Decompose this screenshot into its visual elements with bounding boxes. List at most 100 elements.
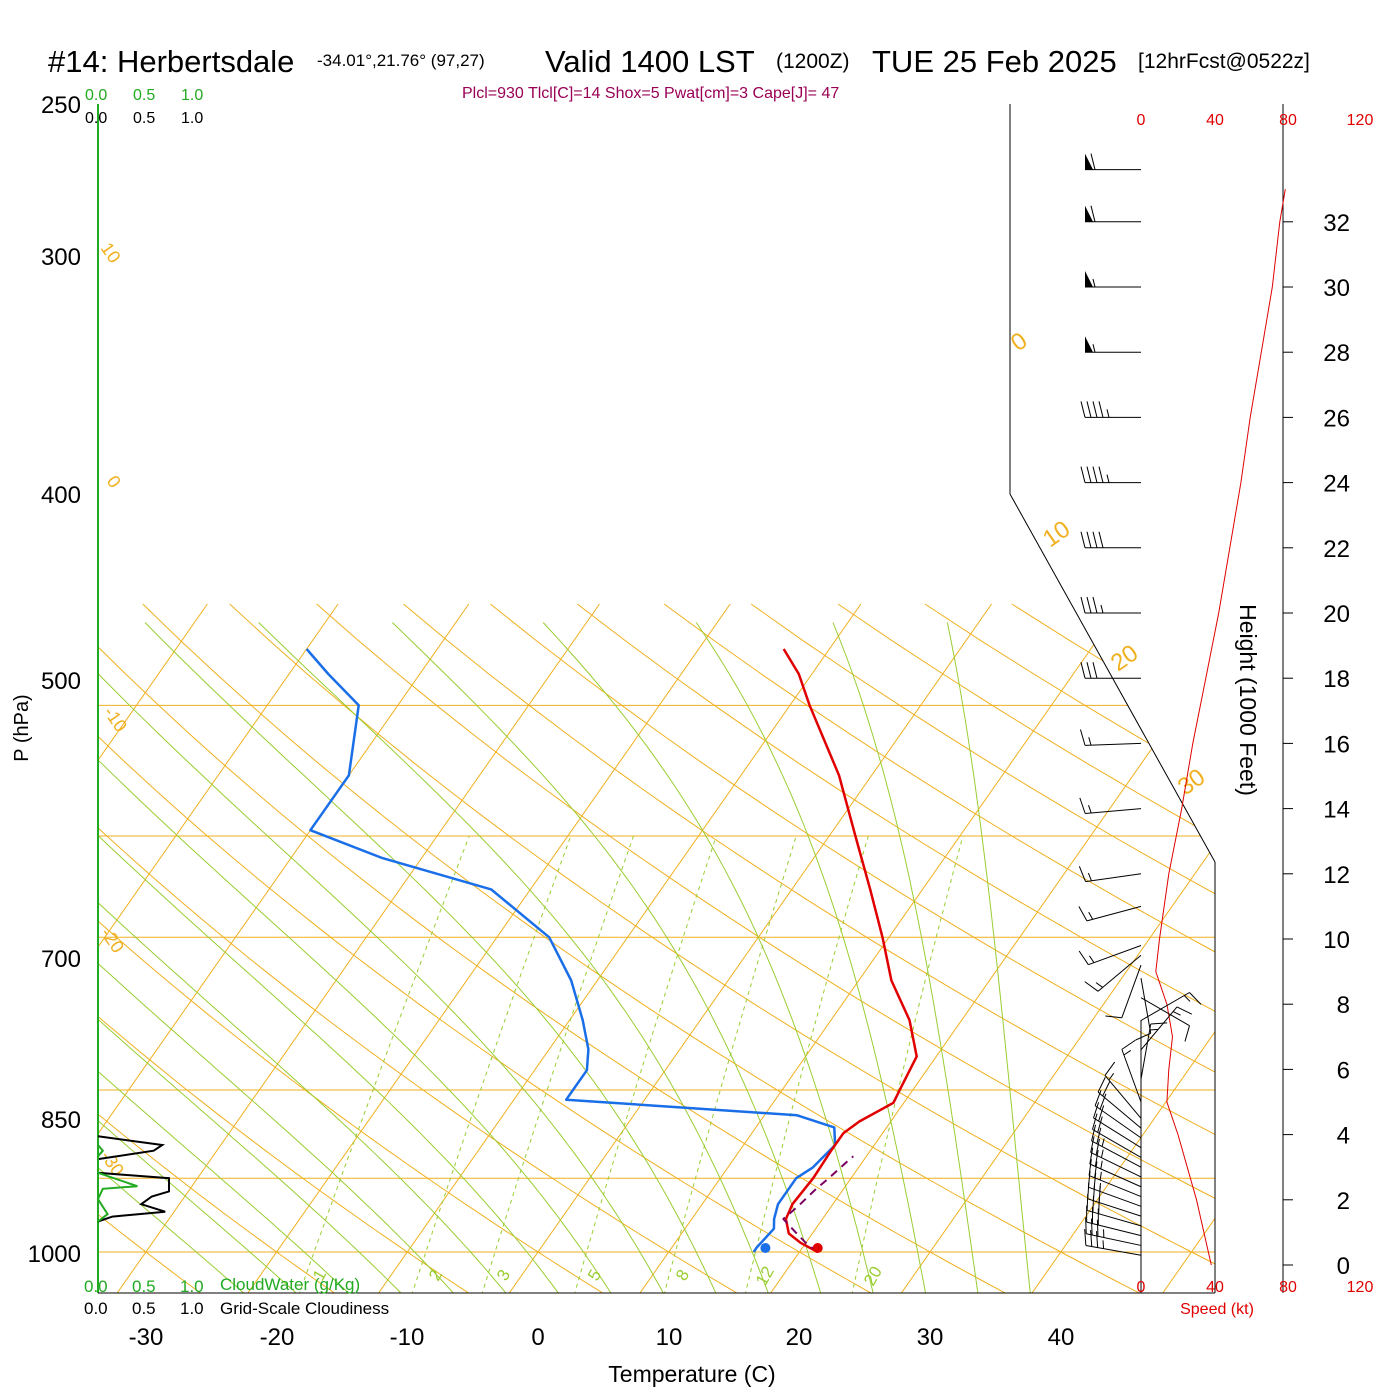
speed-tick: 0 (1137, 112, 1146, 129)
barb-staff (1097, 954, 1142, 992)
speed-tick: 120 (1347, 112, 1374, 129)
height-tick-label: 10 (1323, 927, 1350, 954)
speed-tick: 80 (1279, 1279, 1297, 1296)
station-title: #14: Herbertsdale (48, 44, 294, 79)
wind-barb (1080, 531, 1141, 549)
wind-barb (1121, 1039, 1142, 1103)
wind-barb (1079, 797, 1142, 814)
wind-barb (1093, 1102, 1142, 1149)
barb-staff (1140, 1006, 1178, 1051)
valid-zulu: (1200Z) (776, 50, 850, 73)
barb-half (1092, 344, 1096, 353)
barb-full (1086, 466, 1092, 483)
dry-adiabat (98, 603, 876, 1293)
bottom-green-tick: 0.5 (132, 1277, 156, 1296)
wind-barb (1097, 1077, 1142, 1129)
height-tick-label: 18 (1323, 666, 1350, 693)
mixing-ratio-line (298, 835, 470, 1293)
temperature-tick: 30 (917, 1324, 944, 1351)
station-coords: -34.01°,21.76° (97,27) (317, 51, 485, 70)
pressure-tick: 300 (41, 244, 81, 271)
moist-adiabat (98, 812, 299, 1293)
barb-full (1080, 662, 1086, 679)
wind-barb (1078, 905, 1142, 922)
isotherm-labels: 10 0 -10 -20 -30 0 10 20 30 (97, 239, 1211, 1180)
plot-frame (97, 104, 1284, 1294)
barb-staff (1091, 1140, 1142, 1168)
barb-staff (1140, 992, 1190, 1021)
temperature-tick: -30 (129, 1324, 164, 1351)
isotherm-label: 10 (1038, 515, 1075, 552)
barb-half (1100, 1149, 1104, 1158)
dry-adiabat (663, 603, 1215, 1293)
barb-full (1092, 596, 1098, 614)
dry-adiabat (1359, 604, 1400, 1295)
mixing-ratio-label: 12 (752, 1263, 778, 1289)
barb-full (1091, 1218, 1093, 1236)
dry-adiabat (98, 603, 338, 1293)
isotherm-line (115, 603, 600, 1293)
isotherm-line (376, 603, 862, 1293)
barb-half (1088, 804, 1092, 814)
barb-pennant (1085, 336, 1093, 353)
wind-barb (1092, 1113, 1142, 1158)
barb-half (1172, 1011, 1181, 1016)
barb-staff (1104, 1075, 1142, 1119)
dewpoint-profile (305, 648, 837, 1253)
wind-barb (1087, 1182, 1142, 1217)
height-tick-label: 2 (1337, 1188, 1350, 1215)
speed-tick: 80 (1279, 112, 1297, 129)
height-tick-label: 28 (1323, 340, 1350, 367)
skewt-background (98, 603, 1400, 1295)
wind-barb (1078, 945, 1142, 966)
wind-barb (1091, 1124, 1142, 1168)
barb-half (1106, 409, 1110, 418)
height-tick-label: 32 (1323, 210, 1350, 237)
dry-adiabat (576, 603, 1215, 1293)
barb-full (1080, 401, 1086, 418)
dry-adiabat (98, 603, 741, 1293)
mixing-ratio-line (851, 835, 964, 1293)
barb-full (1084, 1229, 1087, 1246)
barb-full (1094, 1150, 1099, 1167)
height-tick-label: 26 (1323, 405, 1350, 432)
speed-tick: 120 (1347, 1279, 1374, 1296)
mixing-ratio-line (744, 835, 869, 1293)
temperature-tick: 0 (531, 1324, 544, 1351)
barb-staff (1087, 1198, 1142, 1217)
barb-half (1123, 1049, 1132, 1056)
isotherm-label: -20 (97, 924, 128, 957)
barb-staff (1088, 945, 1142, 966)
barb-full (1105, 1015, 1122, 1019)
barb-staff (1140, 1023, 1152, 1080)
speed-scale-bottom: 0 40 80 120 Speed (kt) (1137, 1279, 1374, 1318)
barb-half (1088, 737, 1092, 746)
barb-full (1078, 866, 1087, 882)
wind-barb (1088, 1159, 1142, 1198)
wind-barb (1140, 1006, 1193, 1051)
dry-adiabat (490, 603, 1215, 1293)
barb-staff (1092, 1128, 1142, 1158)
barb-half (1183, 995, 1191, 1002)
wind-barb (1080, 401, 1141, 418)
barb-full (1092, 662, 1098, 679)
barb-full (1098, 466, 1104, 483)
barb-staff (1085, 873, 1142, 883)
temperature-tick: 40 (1048, 1324, 1075, 1351)
barb-staff (1085, 1245, 1142, 1256)
top-green-tick: 0.0 (85, 87, 107, 104)
isotherm-label: 10 (97, 239, 125, 267)
wind-barb (1085, 205, 1141, 223)
barb-half (1149, 1028, 1158, 1031)
moist-adiabat (98, 622, 665, 1293)
height-tick-label: 8 (1337, 992, 1350, 1019)
isotherm-label: 30 (1173, 763, 1210, 800)
barb-staff (1121, 964, 1142, 1018)
isotherm-line (98, 603, 470, 1293)
speed-tick: 40 (1206, 112, 1224, 129)
barb-staff (1086, 1221, 1142, 1237)
valid-date: TUE 25 Feb 2025 (872, 44, 1117, 79)
wind-barb (1084, 1229, 1142, 1256)
barb-staff (1140, 978, 1152, 1034)
